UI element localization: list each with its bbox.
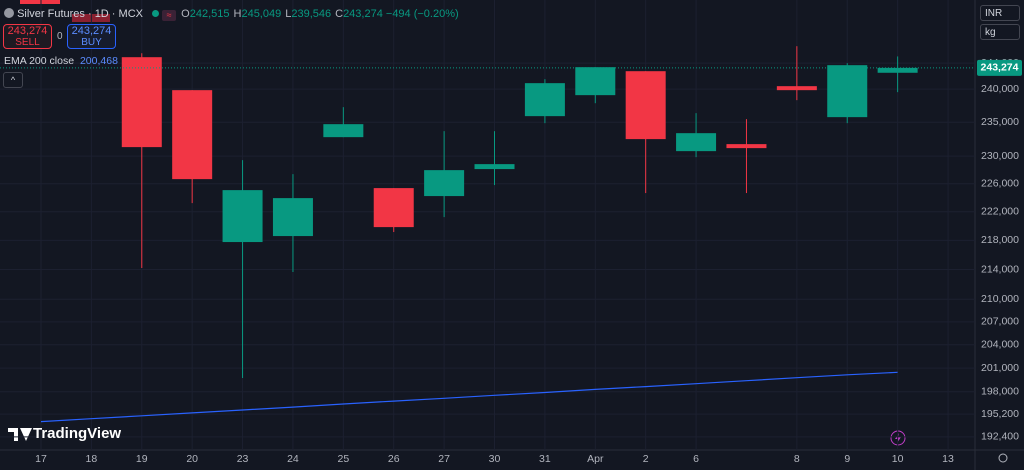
candle-body bbox=[776, 86, 817, 91]
x-tick-label: 6 bbox=[693, 453, 699, 465]
brand[interactable]: TradingView bbox=[33, 425, 122, 442]
x-tick-label: 30 bbox=[489, 453, 501, 465]
y-tick-label: 195,200 bbox=[981, 408, 1019, 420]
status-dot bbox=[152, 10, 160, 17]
ohlc-key: C bbox=[335, 8, 344, 20]
ohlc-value: 245,049 bbox=[241, 8, 282, 20]
x-tick-label: Apr bbox=[587, 453, 604, 465]
candle-body bbox=[272, 198, 313, 237]
x-tick-label: 31 bbox=[539, 453, 551, 465]
y-tick-label: 201,000 bbox=[981, 362, 1019, 374]
buy-button[interactable]: 243,274 BUY bbox=[67, 24, 116, 49]
toolbar-accent bbox=[20, 0, 60, 4]
indicator-name[interactable]: EMA 200 close bbox=[4, 55, 75, 67]
settings-icon[interactable] bbox=[998, 453, 1008, 463]
y-tick-label: 222,000 bbox=[981, 206, 1019, 218]
x-tick-label: 8 bbox=[794, 453, 800, 465]
indicator-legend: EMA 200 close 200,468 bbox=[4, 55, 118, 67]
candle-body bbox=[474, 164, 515, 170]
y-tick-label: 207,000 bbox=[981, 316, 1019, 328]
ohlc-key: H bbox=[233, 8, 242, 20]
ohlc-value: 239,546 bbox=[291, 8, 332, 20]
x-tick-label: 20 bbox=[186, 453, 198, 465]
y-tick-label: 210,000 bbox=[981, 293, 1019, 305]
candle-body bbox=[373, 188, 414, 228]
x-tick-label: 10 bbox=[892, 453, 904, 465]
y-tick-label: 230,000 bbox=[981, 150, 1019, 162]
y-tick-label: 204,000 bbox=[981, 339, 1019, 351]
flag-icon[interactable]: ≈ bbox=[162, 10, 177, 21]
ohlc-value: 243,274 bbox=[343, 8, 383, 20]
price-tag-label: 243,274 bbox=[981, 62, 1019, 74]
y-tick-label: 235,000 bbox=[981, 116, 1019, 128]
candle-body bbox=[424, 170, 465, 197]
y-tick-label: 214,000 bbox=[981, 263, 1019, 275]
price-tag bbox=[977, 59, 1022, 76]
sell-price: 243,274 bbox=[7, 25, 48, 37]
x-tick-label: 13 bbox=[942, 453, 954, 465]
x-tick-label: 9 bbox=[844, 453, 850, 465]
x-tick-label: 2 bbox=[643, 453, 649, 465]
x-tick-label: 17 bbox=[35, 453, 47, 465]
candle-body bbox=[726, 144, 767, 149]
candle-body bbox=[575, 67, 616, 96]
x-tick-label: 18 bbox=[86, 453, 98, 465]
symbol-icon bbox=[4, 8, 14, 18]
x-tick-label: 26 bbox=[388, 453, 400, 465]
change: −494 (−0.20%) bbox=[385, 8, 459, 20]
unit[interactable]: kg bbox=[980, 24, 1020, 40]
ohlc: O242,515 H245,049 L239,546 C243,274 bbox=[179, 8, 383, 20]
legend-row: Silver Futures · 1D · MCX ≈ O242,515 H245… bbox=[4, 8, 459, 21]
ohlc-key: O bbox=[181, 8, 190, 20]
candle-body bbox=[524, 83, 565, 117]
sell-button[interactable]: 243,274 SELL bbox=[3, 24, 52, 49]
candle-body bbox=[877, 67, 918, 73]
buy-label: BUY bbox=[81, 37, 102, 48]
x-tick-label: 27 bbox=[438, 453, 450, 465]
x-tick-label: 24 bbox=[287, 453, 299, 465]
candle-body bbox=[172, 90, 213, 180]
candle-body bbox=[323, 124, 364, 138]
plot bbox=[0, 46, 975, 423]
ema-line bbox=[40, 371, 898, 423]
buy-price: 243,274 bbox=[71, 25, 112, 37]
sell-label: SELL bbox=[15, 37, 40, 48]
axis: 192,400 195,200 198,000 201,000 204,000 207,0… bbox=[35, 57, 1022, 465]
candle-body bbox=[625, 71, 666, 140]
y-tick-label: 192,400 bbox=[981, 431, 1019, 443]
symbol[interactable]: Silver Futures · 1D · MCX bbox=[17, 8, 143, 20]
brand-logo bbox=[8, 428, 32, 441]
x-tick-label: 23 bbox=[237, 453, 249, 465]
ohlc-key: L bbox=[285, 8, 292, 20]
y-tick-label: 226,000 bbox=[981, 177, 1019, 189]
y-tick-label: 218,000 bbox=[981, 234, 1019, 246]
spread: 0 bbox=[57, 31, 63, 42]
y-tick-label: 198,000 bbox=[981, 386, 1019, 398]
x-tick-label: 19 bbox=[136, 453, 148, 465]
candle-body bbox=[827, 65, 868, 118]
collapse-button[interactable]: ^ bbox=[3, 72, 23, 88]
x-tick-label: 25 bbox=[337, 453, 349, 465]
y-tick-label: 240,000 bbox=[981, 83, 1019, 95]
currency[interactable]: INR bbox=[980, 5, 1020, 21]
candle-body bbox=[121, 57, 162, 148]
candle-body bbox=[222, 190, 263, 243]
ohlc-value: 242,515 bbox=[189, 8, 230, 20]
indicator-value: 200,468 bbox=[79, 55, 118, 67]
candle-body bbox=[676, 133, 717, 152]
